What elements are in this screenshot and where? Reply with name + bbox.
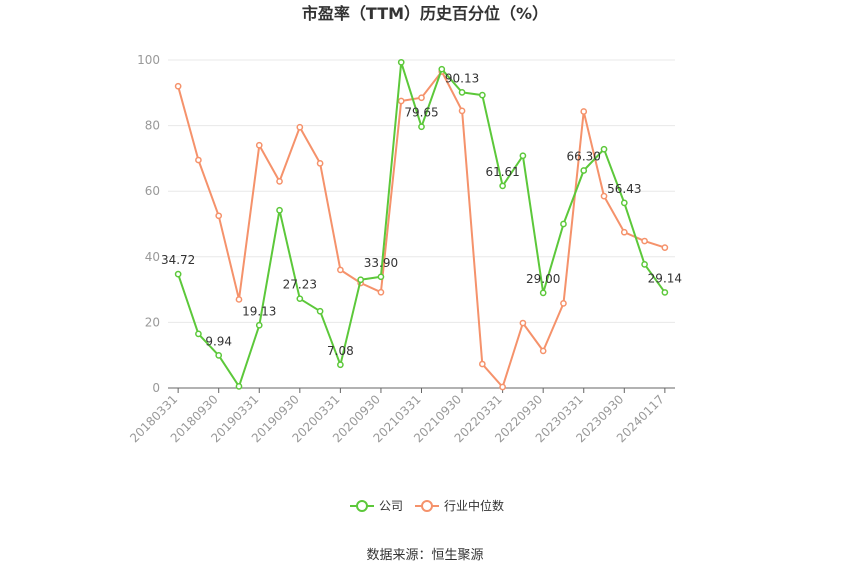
data-point — [337, 266, 344, 274]
series-layer — [174, 58, 669, 391]
data-point — [276, 178, 283, 185]
data-point — [357, 276, 365, 284]
data-label: 66.30 — [567, 150, 601, 164]
data-label: 29.00 — [526, 272, 560, 286]
data-label: 29.14 — [648, 271, 682, 285]
y-tick-label: 60 — [145, 184, 160, 198]
legend-label: 行业中位数 — [444, 498, 504, 513]
data-point — [580, 108, 588, 115]
data-point — [539, 289, 547, 297]
legend: 公司 行业中位数 — [350, 498, 504, 513]
data-point — [560, 300, 567, 307]
data-point — [458, 89, 466, 96]
data-point — [215, 352, 223, 359]
data-point — [620, 228, 628, 236]
legend-marker — [356, 500, 368, 512]
data-point — [600, 192, 608, 200]
axis-layer: 0204060801002018033120180930201903312019… — [127, 53, 675, 445]
data-point — [397, 97, 405, 105]
data-label: 56.43 — [607, 182, 641, 196]
data-point — [478, 360, 486, 368]
data-point — [397, 58, 405, 66]
data-point — [620, 199, 628, 207]
data-label: 7.08 — [327, 344, 354, 358]
data-point — [174, 82, 182, 90]
data-label: 19.13 — [242, 304, 276, 318]
data-point — [337, 361, 344, 369]
data-point — [377, 288, 385, 296]
data-point — [235, 296, 243, 303]
data-label: 34.72 — [161, 253, 195, 267]
data-point — [600, 145, 608, 153]
y-tick-label: 0 — [152, 381, 160, 395]
data-point — [519, 152, 527, 160]
data-point — [418, 94, 425, 102]
data-point — [316, 307, 324, 315]
data-point — [255, 141, 263, 149]
data-point — [377, 273, 385, 281]
data-point — [296, 295, 304, 303]
data-point — [418, 123, 425, 131]
data-point — [316, 159, 324, 167]
data-point — [195, 330, 202, 338]
data-point — [478, 91, 486, 99]
data-point — [296, 123, 304, 131]
data-point — [438, 65, 446, 73]
data-point — [661, 244, 669, 251]
data-label: 61.61 — [485, 165, 519, 179]
data-label: 90.13 — [445, 71, 479, 85]
data-point — [641, 260, 648, 268]
data-point — [641, 237, 648, 245]
data-label-layer: 34.72 9.94 19.13 27.23 7.08 33.90 79.65 90.13 61… — [161, 71, 682, 357]
y-tick-label: 100 — [137, 53, 160, 67]
data-point — [580, 167, 588, 174]
data-point — [661, 289, 669, 296]
data-point — [195, 156, 202, 164]
data-point — [539, 347, 547, 355]
data-label: 33.90 — [364, 256, 398, 270]
chart-title: 市盈率（TTM）历史百分位（%） — [302, 4, 548, 23]
y-tick-label: 80 — [145, 119, 160, 133]
y-tick-label: 20 — [145, 315, 160, 329]
data-label: 9.94 — [205, 334, 232, 348]
data-point — [499, 383, 506, 391]
data-point — [519, 319, 527, 327]
data-point — [560, 220, 567, 228]
legend-label: 公司 — [379, 499, 403, 513]
data-point — [499, 182, 506, 190]
data-label: 79.65 — [404, 106, 438, 120]
data-point — [255, 321, 263, 329]
source-note: 数据来源：恒生聚源 — [366, 548, 483, 563]
data-label: 27.23 — [283, 278, 317, 292]
legend-marker — [421, 500, 433, 512]
data-point — [235, 383, 243, 390]
data-point — [276, 206, 283, 214]
y-tick-label: 40 — [145, 250, 160, 264]
data-point — [174, 270, 182, 278]
data-point — [458, 107, 466, 115]
data-point — [215, 212, 223, 220]
